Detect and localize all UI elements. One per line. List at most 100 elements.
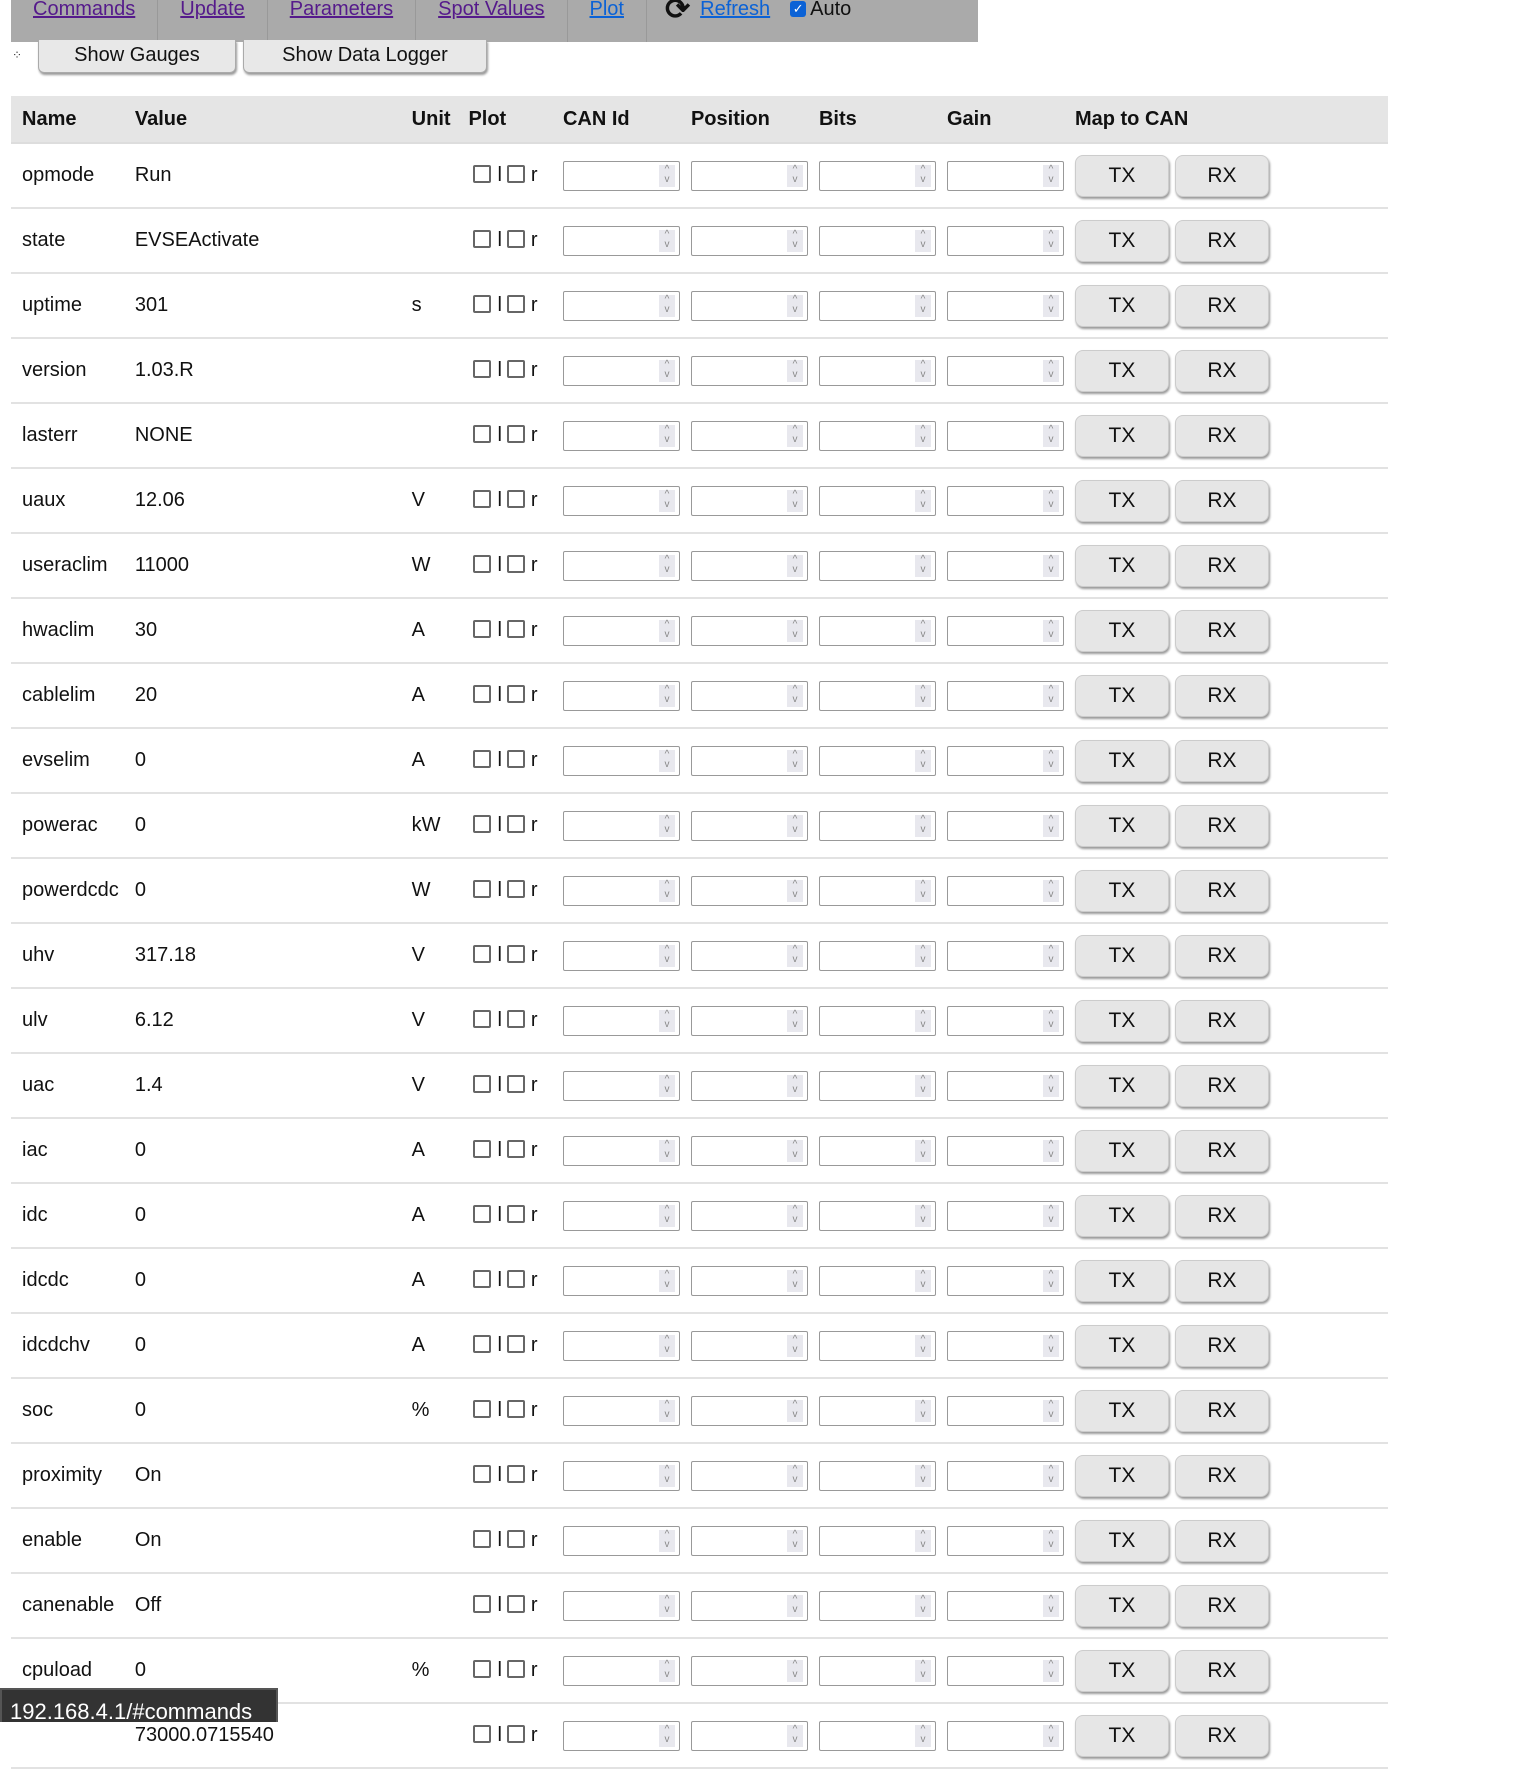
tx-button[interactable]: TX	[1074, 544, 1169, 587]
plot-left-checkbox[interactable]	[473, 1335, 492, 1353]
rx-button[interactable]: RX	[1174, 1389, 1269, 1432]
spinner-arrows-icon[interactable]: ^ v	[658, 1724, 675, 1747]
gain-input[interactable]: ^ v	[946, 290, 1064, 321]
spinner-arrows-icon[interactable]: ^ v	[786, 1594, 803, 1617]
bits-input[interactable]: ^ v	[818, 1005, 936, 1036]
spinner-arrows-icon[interactable]: ^ v	[658, 554, 675, 577]
spinner-arrows-icon[interactable]: ^ v	[914, 684, 931, 707]
tx-button[interactable]: TX	[1074, 674, 1169, 717]
gain-input[interactable]: ^ v	[946, 1005, 1064, 1036]
rx-button[interactable]: RX	[1174, 154, 1269, 197]
spinner-arrows-icon[interactable]: ^ v	[914, 749, 931, 772]
tx-button[interactable]: TX	[1074, 1584, 1169, 1627]
position-input[interactable]: ^ v	[690, 875, 808, 906]
position-input[interactable]: ^ v	[690, 550, 808, 581]
rx-button[interactable]: RX	[1174, 1064, 1269, 1107]
spinner-arrows-icon[interactable]: ^ v	[914, 1334, 931, 1357]
plot-left-checkbox[interactable]	[473, 1400, 492, 1418]
plot-left-checkbox[interactable]	[473, 750, 492, 768]
spinner-arrows-icon[interactable]: ^ v	[658, 1009, 675, 1032]
rx-button[interactable]: RX	[1174, 414, 1269, 457]
tx-button[interactable]: TX	[1074, 349, 1169, 392]
position-input[interactable]: ^ v	[690, 1005, 808, 1036]
spinner-arrows-icon[interactable]: ^ v	[786, 229, 803, 252]
spinner-arrows-icon[interactable]: ^ v	[1042, 359, 1059, 382]
bits-input[interactable]: ^ v	[818, 1330, 936, 1361]
spinner-arrows-icon[interactable]: ^ v	[786, 619, 803, 642]
plot-left-checkbox[interactable]	[473, 1530, 492, 1548]
rx-button[interactable]: RX	[1174, 219, 1269, 262]
spinner-arrows-icon[interactable]: ^ v	[1042, 164, 1059, 187]
can-id-input[interactable]: ^ v	[562, 1005, 680, 1036]
bits-input[interactable]: ^ v	[818, 1070, 936, 1101]
position-input[interactable]: ^ v	[690, 160, 808, 191]
spinner-arrows-icon[interactable]: ^ v	[914, 359, 931, 382]
spinner-arrows-icon[interactable]: ^ v	[786, 489, 803, 512]
plot-right-checkbox[interactable]	[506, 1335, 525, 1353]
tx-button[interactable]: TX	[1074, 804, 1169, 847]
position-input[interactable]: ^ v	[690, 420, 808, 451]
can-id-input[interactable]: ^ v	[562, 290, 680, 321]
plot-right-checkbox[interactable]	[506, 360, 525, 378]
plot-right-checkbox[interactable]	[506, 750, 525, 768]
position-input[interactable]: ^ v	[690, 290, 808, 321]
spinner-arrows-icon[interactable]: ^ v	[658, 1659, 675, 1682]
plot-right-checkbox[interactable]	[506, 1725, 525, 1743]
plot-right-checkbox[interactable]	[506, 880, 525, 898]
spinner-arrows-icon[interactable]: ^ v	[914, 879, 931, 902]
spinner-arrows-icon[interactable]: ^ v	[914, 1724, 931, 1747]
bits-input[interactable]: ^ v	[818, 420, 936, 451]
spinner-arrows-icon[interactable]: ^ v	[658, 1269, 675, 1292]
bits-input[interactable]: ^ v	[818, 1655, 936, 1686]
gain-input[interactable]: ^ v	[946, 225, 1064, 256]
spinner-arrows-icon[interactable]: ^ v	[786, 359, 803, 382]
spinner-arrows-icon[interactable]: ^ v	[1042, 814, 1059, 837]
gain-input[interactable]: ^ v	[946, 160, 1064, 191]
plot-right-checkbox[interactable]	[506, 1010, 525, 1028]
can-id-input[interactable]: ^ v	[562, 615, 680, 646]
tx-button[interactable]: TX	[1074, 1389, 1169, 1432]
spinner-arrows-icon[interactable]: ^ v	[658, 944, 675, 967]
plot-left-checkbox[interactable]	[473, 685, 492, 703]
bits-input[interactable]: ^ v	[818, 940, 936, 971]
plot-right-checkbox[interactable]	[506, 1530, 525, 1548]
auto-checkbox[interactable]: ✓	[790, 1, 807, 17]
position-input[interactable]: ^ v	[690, 1720, 808, 1751]
plot-left-checkbox[interactable]	[473, 620, 492, 638]
plot-left-checkbox[interactable]	[473, 425, 492, 443]
rx-button[interactable]: RX	[1174, 804, 1269, 847]
gain-input[interactable]: ^ v	[946, 1330, 1064, 1361]
position-input[interactable]: ^ v	[690, 485, 808, 516]
rx-button[interactable]: RX	[1174, 1454, 1269, 1497]
gain-input[interactable]: ^ v	[946, 1655, 1064, 1686]
spinner-arrows-icon[interactable]: ^ v	[1042, 1074, 1059, 1097]
spinner-arrows-icon[interactable]: ^ v	[786, 1399, 803, 1422]
position-input[interactable]: ^ v	[690, 1265, 808, 1296]
nav-commands[interactable]: Commands	[11, 0, 159, 42]
tx-button[interactable]: TX	[1074, 1129, 1169, 1172]
spinner-arrows-icon[interactable]: ^ v	[786, 1204, 803, 1227]
can-id-input[interactable]: ^ v	[562, 1265, 680, 1296]
position-input[interactable]: ^ v	[690, 1395, 808, 1426]
position-input[interactable]: ^ v	[690, 940, 808, 971]
position-input[interactable]: ^ v	[690, 225, 808, 256]
can-id-input[interactable]: ^ v	[562, 420, 680, 451]
nav-update[interactable]: Update	[158, 0, 268, 42]
tx-button[interactable]: TX	[1074, 1064, 1169, 1107]
spinner-arrows-icon[interactable]: ^ v	[914, 1399, 931, 1422]
spinner-arrows-icon[interactable]: ^ v	[914, 424, 931, 447]
spinner-arrows-icon[interactable]: ^ v	[1042, 554, 1059, 577]
spinner-arrows-icon[interactable]: ^ v	[914, 1594, 931, 1617]
bits-input[interactable]: ^ v	[818, 680, 936, 711]
plot-left-checkbox[interactable]	[473, 360, 492, 378]
can-id-input[interactable]: ^ v	[562, 1330, 680, 1361]
tx-button[interactable]: TX	[1074, 1519, 1169, 1562]
bits-input[interactable]: ^ v	[818, 355, 936, 386]
tx-button[interactable]: TX	[1074, 154, 1169, 197]
spinner-arrows-icon[interactable]: ^ v	[1042, 1464, 1059, 1487]
gain-input[interactable]: ^ v	[946, 1395, 1064, 1426]
spinner-arrows-icon[interactable]: ^ v	[786, 1724, 803, 1747]
spinner-arrows-icon[interactable]: ^ v	[1042, 1204, 1059, 1227]
spinner-arrows-icon[interactable]: ^ v	[786, 1334, 803, 1357]
spinner-arrows-icon[interactable]: ^ v	[1042, 229, 1059, 252]
